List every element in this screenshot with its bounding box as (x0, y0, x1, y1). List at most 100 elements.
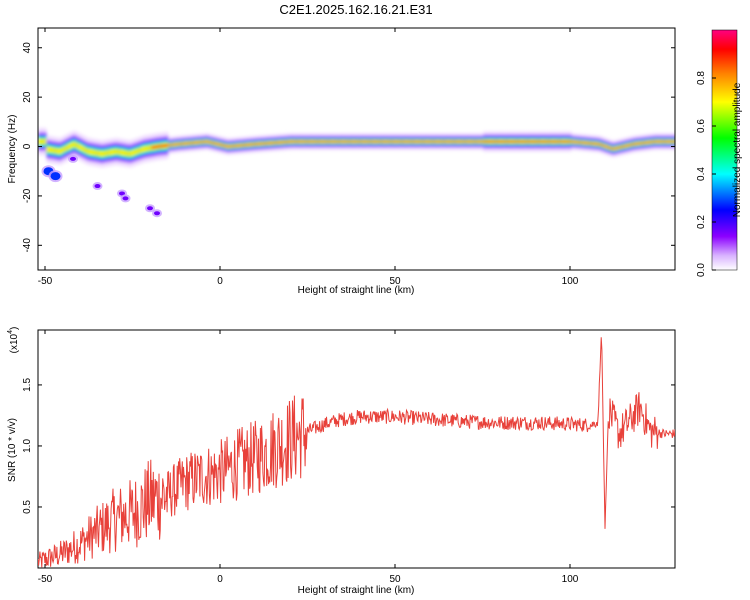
heatmap-cell (140, 147, 144, 153)
heatmap-cell (361, 140, 364, 143)
heatmap-cell (199, 141, 203, 144)
heatmap-cell (542, 140, 545, 143)
heatmap-cell (52, 147, 56, 153)
heatmap-cell (468, 140, 471, 143)
heatmap-cell (298, 140, 301, 143)
heatmap-cell (206, 140, 209, 143)
heatmap-cell (180, 142, 184, 145)
heatmap-cell (363, 140, 366, 143)
heatmap-cell (355, 140, 358, 143)
heatmap-cell (231, 145, 234, 148)
snr-exponent-power: 4 (7, 330, 14, 334)
heatmap-x-tick-label: 0 (217, 276, 223, 287)
heatmap-cell (552, 140, 555, 143)
heatmap-cell (577, 141, 581, 144)
heatmap-cell (617, 146, 621, 149)
heatmap-cell (90, 149, 93, 155)
heatmap-panel: -50 0 50 100 40 20 0 -20 -40 Height of straight… (7, 27, 676, 296)
heatmap-cell (208, 141, 211, 143)
heatmap-cell (462, 140, 465, 143)
heatmap-x-tick-label: 50 (389, 276, 401, 287)
heatmap-cell (479, 140, 482, 143)
heatmap-cell (250, 143, 253, 146)
heatmap-cell (235, 144, 238, 147)
heatmap-cell (376, 140, 379, 143)
heatmap-cell (122, 150, 125, 156)
heatmap-cell (176, 143, 180, 146)
heatmap-x-tick-label: -50 (38, 276, 53, 287)
heatmap-cell (483, 140, 486, 143)
heatmap-cell (458, 140, 461, 143)
heatmap-cell (275, 141, 278, 144)
heatmap-y-label: Frequency (Hz) (7, 115, 18, 184)
heatmap-cell (258, 142, 261, 145)
heatmap-cell (392, 140, 396, 143)
heatmap-cell (344, 140, 348, 143)
heatmap-cell (598, 143, 602, 146)
heatmap-cell (48, 147, 51, 152)
heatmap-cell (630, 143, 633, 146)
heatmap-cell (332, 140, 335, 143)
snr-y-tick-label: 1.0 (22, 439, 33, 453)
snr-frame (37, 329, 676, 569)
heatmap-cell (628, 144, 631, 147)
heatmap-cell (143, 146, 146, 152)
heatmap-cell (554, 140, 558, 143)
heatmap-cell (107, 150, 110, 156)
heatmap-cell (495, 140, 499, 143)
heatmap-cell (323, 140, 327, 143)
heatmap-cell (390, 140, 394, 143)
heatmap-cell (126, 151, 129, 156)
colorbar-tick-label: 0.8 (696, 71, 707, 85)
heatmap-cell (489, 140, 492, 143)
heatmap-cell (447, 140, 450, 143)
heatmap-spectral-ridge (38, 127, 675, 218)
heatmap-cell (38, 139, 41, 144)
heatmap-cell (371, 140, 375, 143)
heatmap-cell (103, 151, 106, 156)
heatmap-cell (197, 141, 201, 144)
heatmap-x-label: Height of straight line (km) (298, 285, 415, 296)
heatmap-x-tick-label: 100 (562, 276, 579, 287)
heatmap-cell (510, 140, 513, 143)
heatmap-cell (670, 140, 673, 143)
colorbar-label: Normalized spectral amplitude (732, 82, 743, 217)
heatmap-cell (50, 147, 54, 153)
heatmap-cell (262, 142, 266, 145)
heatmap-cell (500, 140, 503, 143)
colorbar-ticks: 0.0 0.2 0.4 0.6 0.8 (696, 71, 716, 277)
heatmap-cell (382, 140, 385, 143)
heatmap-cell (653, 140, 656, 143)
heatmap-cell (40, 139, 43, 144)
heatmap-frame (37, 27, 676, 271)
heatmap-cell (237, 144, 240, 147)
heatmap-cell (386, 140, 390, 143)
heatmap-cell (44, 139, 47, 144)
figure-title: C2E1.2025.162.16.21.E31 (279, 2, 432, 17)
heatmap-cell (378, 140, 381, 143)
heatmap-cell (607, 146, 610, 149)
heatmap-cell (487, 140, 490, 143)
heatmap-cell (470, 140, 474, 143)
heatmap-cell (218, 143, 222, 146)
heatmap-cell (418, 140, 421, 143)
heatmap-cell (243, 144, 247, 146)
heatmap-cell (281, 141, 285, 144)
heatmap-cell (434, 140, 438, 143)
heatmap-cell (502, 140, 505, 143)
heatmap-cell (416, 140, 419, 143)
heatmap-cell (619, 146, 623, 149)
heatmap-cell (546, 140, 549, 143)
heatmap-cell (535, 140, 539, 143)
heatmap-cell (476, 140, 480, 143)
heatmap-cell (395, 140, 398, 143)
heatmap-cell (113, 149, 117, 155)
heatmap-cell (611, 147, 614, 150)
heatmap-cell (233, 145, 236, 147)
heatmap-cell (357, 140, 360, 143)
heatmap-cell (636, 142, 639, 145)
snr-panel: -50 0 50 100 0.5 1.0 1.5 Height of straight l… (7, 327, 676, 596)
heatmap-cell (241, 144, 245, 147)
heatmap-cell (527, 140, 530, 143)
heatmap-cell (525, 140, 528, 143)
